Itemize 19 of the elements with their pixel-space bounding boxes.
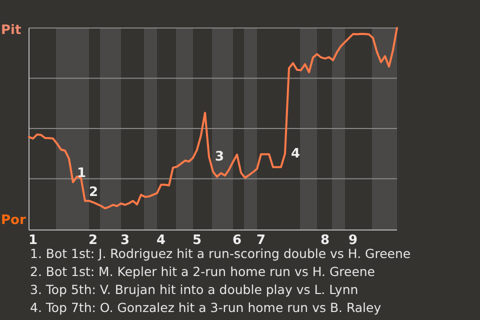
annotation: 4 [291,146,300,162]
x-tick-label: 8 [320,233,330,248]
x-tick-label: 4 [156,233,166,248]
text: 3. Top 5th: V. Brujan hit into a double play vs L. Lynn [30,282,358,297]
x-tick-label: 1 [28,233,38,248]
x-tick-label: 2 [88,233,98,248]
x-tick-label: 6 [232,233,242,248]
text: 1. Bot 1st: J. Rodriguez hit a run-scoring double vs H. Greene [30,246,411,261]
annotation: 2 [89,184,98,200]
x-tick-label: 7 [256,233,266,248]
x-tick-label: 5 [192,233,202,248]
text: Por [1,213,26,228]
x-tick-label: 9 [348,233,358,248]
text: Pit [1,23,22,38]
text: 2. Bot 1st: M. Kepler hit a 2-run home run vs H. Greene [30,264,376,279]
x-tick-label: 3 [120,233,130,248]
annotation: 3 [215,150,224,165]
annotation: 1 [77,166,86,182]
text: 4. Top 7th: O. Gonzalez hit a 3-run home run vs B. Raley [30,300,382,315]
